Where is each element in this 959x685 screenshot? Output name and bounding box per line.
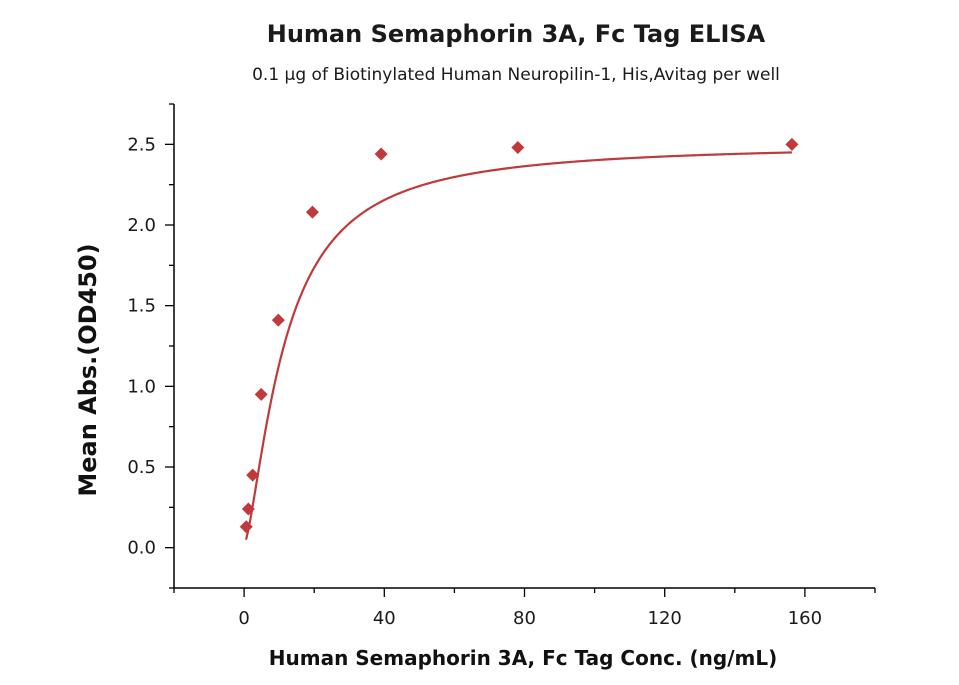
y-tick-label: 2.0 bbox=[127, 215, 156, 236]
data-point bbox=[305, 205, 319, 219]
data-point bbox=[374, 147, 388, 161]
chart-subtitle: 0.1 µg of Biotinylated Human Neuropilin-… bbox=[252, 65, 780, 85]
y-tick-label: 0.0 bbox=[127, 538, 156, 559]
data-point bbox=[511, 141, 525, 155]
data-points bbox=[239, 137, 799, 534]
x-axis-title: Human Semaphorin 3A, Fc Tag Conc. (ng/mL… bbox=[269, 646, 777, 670]
data-point bbox=[254, 387, 268, 401]
y-tick-label: 1.5 bbox=[127, 296, 156, 317]
x-tick-label: 80 bbox=[513, 608, 536, 629]
data-point bbox=[246, 468, 260, 482]
x-tick-label: 160 bbox=[788, 608, 822, 629]
fit-curve bbox=[244, 151, 792, 540]
chart-title: Human Semaphorin 3A, Fc Tag ELISA bbox=[267, 20, 766, 48]
x-tick-label: 0 bbox=[238, 608, 249, 629]
y-ticks: 0.0 0.5 1.0 1.5 2.0 2.5 bbox=[127, 103, 174, 589]
x-tick-label: 120 bbox=[648, 608, 682, 629]
x-ticks: 0 40 80 120 160 bbox=[173, 588, 876, 629]
y-tick-label: 1.0 bbox=[127, 376, 156, 397]
axes bbox=[173, 104, 875, 589]
data-point bbox=[785, 137, 799, 151]
data-point bbox=[239, 520, 253, 534]
y-tick-label: 0.5 bbox=[127, 457, 156, 478]
data-point bbox=[241, 502, 255, 516]
y-axis-title: Mean Abs.(OD450) bbox=[74, 243, 102, 496]
data-point bbox=[271, 313, 285, 327]
x-tick-label: 40 bbox=[373, 608, 396, 629]
y-tick-label: 2.5 bbox=[127, 134, 156, 155]
